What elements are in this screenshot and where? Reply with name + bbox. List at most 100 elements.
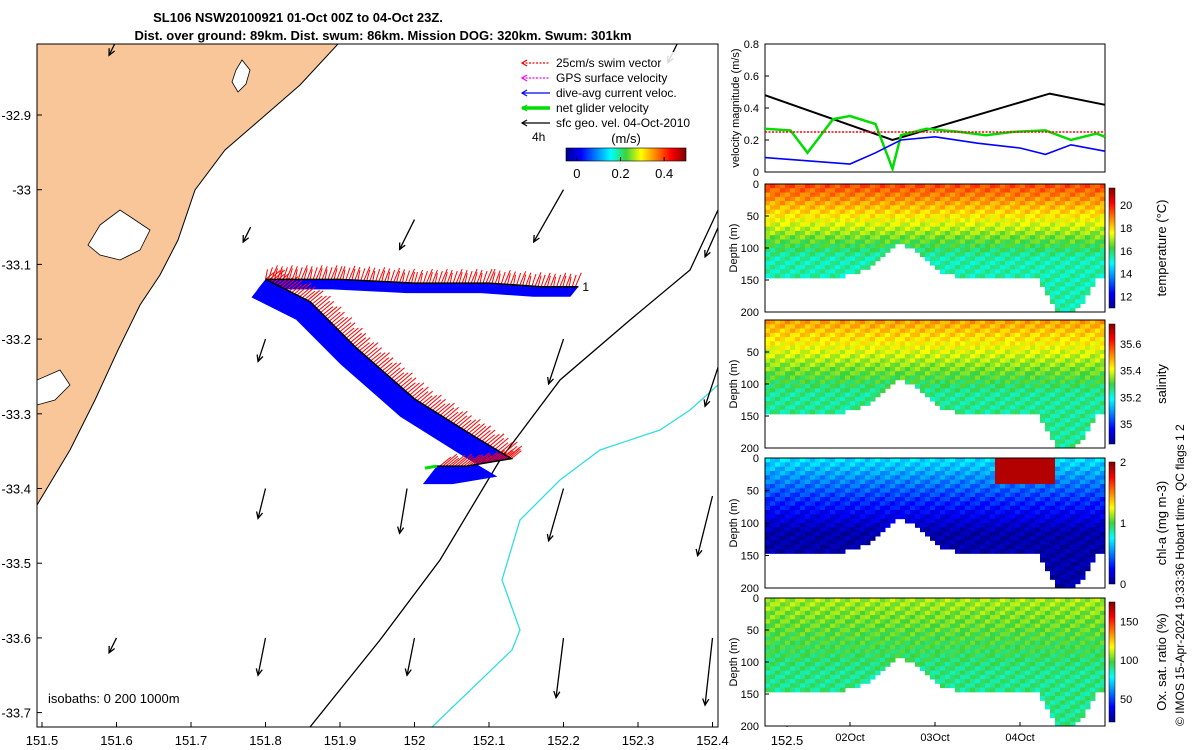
- profile-cell: [890, 375, 896, 381]
- profile-cell: [1035, 218, 1041, 223]
- profile-cell: [1005, 549, 1011, 554]
- profile-cell: [840, 497, 846, 502]
- profile-cell: [1060, 239, 1066, 245]
- profile-cell: [1015, 375, 1021, 381]
- profile-cell: [775, 349, 781, 355]
- profile-cell: [815, 462, 821, 468]
- profile-cell: [785, 196, 791, 202]
- profile-cell: [1085, 396, 1091, 402]
- profile-cell: [950, 218, 956, 223]
- profile-cell: [805, 324, 811, 330]
- profile-cell: [1060, 384, 1066, 389]
- profile-cell: [1080, 527, 1086, 533]
- profile-cell: [1070, 341, 1076, 347]
- profile-cell: [885, 243, 891, 249]
- profile-cell: [830, 218, 836, 223]
- profile-cell: [945, 320, 951, 325]
- profile-cell: [1080, 222, 1086, 228]
- profile-cell: [910, 505, 916, 511]
- profile-cell: [990, 324, 996, 330]
- profile-cell: [815, 273, 821, 279]
- profile-cell: [815, 239, 821, 245]
- profile-cell: [1030, 337, 1036, 342]
- profile-cell: [880, 505, 886, 511]
- profile-cell: [825, 649, 831, 654]
- profile-cell: [840, 653, 846, 659]
- profile-cell: [1040, 536, 1046, 541]
- profile-cell: [800, 324, 806, 330]
- profile-cell: [1070, 570, 1076, 576]
- profile-cell: [820, 401, 826, 406]
- profile-cell: [840, 615, 846, 620]
- profile-cell: [800, 518, 806, 524]
- profile-cell: [780, 610, 786, 616]
- profile-cell: [1085, 566, 1091, 572]
- profile-cell: [1035, 475, 1041, 481]
- profile-cell: [1090, 536, 1096, 541]
- profile-cell: [1030, 341, 1036, 347]
- profile-cell: [840, 209, 846, 215]
- profile-cell: [780, 462, 786, 468]
- profile-cell: [855, 514, 861, 520]
- profile-cell: [1055, 475, 1061, 481]
- profile-cell: [1040, 349, 1046, 355]
- profile-cell: [765, 466, 771, 472]
- profile-cell: [940, 384, 946, 389]
- profile-cell: [780, 396, 786, 402]
- profile-cell: [1065, 341, 1071, 347]
- profile-cell: [1065, 531, 1071, 537]
- map-x-tick-label: 152.2: [547, 733, 580, 748]
- profile-cell: [860, 226, 866, 232]
- profile-cell: [850, 248, 856, 253]
- profile-cell: [1060, 192, 1066, 198]
- profile-cell: [765, 354, 771, 359]
- profile-cell: [765, 644, 771, 650]
- profile-cell: [1050, 375, 1056, 381]
- profile-cell: [1070, 303, 1076, 309]
- profile-cell: [995, 269, 1001, 275]
- profile-cell: [965, 523, 971, 528]
- profile-cell: [960, 405, 966, 411]
- profile-cell: [965, 471, 971, 476]
- profile-cell: [1060, 557, 1066, 563]
- profile-cell: [1085, 405, 1091, 411]
- profile-cell: [770, 384, 776, 389]
- profile-cell: [1080, 435, 1086, 440]
- profile-cell: [1015, 332, 1021, 338]
- profile-cell: [1075, 235, 1081, 240]
- profile-cell: [775, 248, 781, 253]
- profile-cell: [1095, 531, 1101, 537]
- profile-cell: [950, 239, 956, 245]
- profile-cell: [835, 273, 841, 279]
- profile-cell: [795, 328, 801, 334]
- profile-cell: [910, 235, 916, 240]
- profile-cell: [825, 458, 831, 463]
- profile-cell: [880, 471, 886, 476]
- profile-cell: [940, 201, 946, 206]
- profile-cell: [880, 235, 886, 240]
- profile-cell: [1095, 392, 1101, 398]
- profile-cell: [1035, 405, 1041, 411]
- profile-cell: [885, 497, 891, 502]
- profile-cell: [915, 501, 921, 507]
- profile-cell: [865, 475, 871, 481]
- profile-cell: [830, 458, 836, 463]
- profile-cell: [1010, 358, 1016, 364]
- profile-cell: [1075, 341, 1081, 347]
- profile-cell: [995, 235, 1001, 240]
- profile-cell: [1050, 462, 1056, 468]
- profile-cell: [995, 392, 1001, 398]
- profile-cell: [910, 475, 916, 481]
- profile-cell: [1000, 531, 1006, 537]
- profile-cell: [850, 235, 856, 240]
- profile-cell: [1065, 192, 1071, 198]
- profile-cell: [1040, 277, 1046, 283]
- profile-cell: [820, 462, 826, 468]
- profile-cell: [940, 192, 946, 198]
- profile-cell: [835, 475, 841, 481]
- profile-cell: [1015, 256, 1021, 262]
- profile-cell: [1090, 392, 1096, 398]
- profile-cell: [810, 260, 816, 266]
- profile-cell: [950, 222, 956, 228]
- profile-cell: [775, 201, 781, 206]
